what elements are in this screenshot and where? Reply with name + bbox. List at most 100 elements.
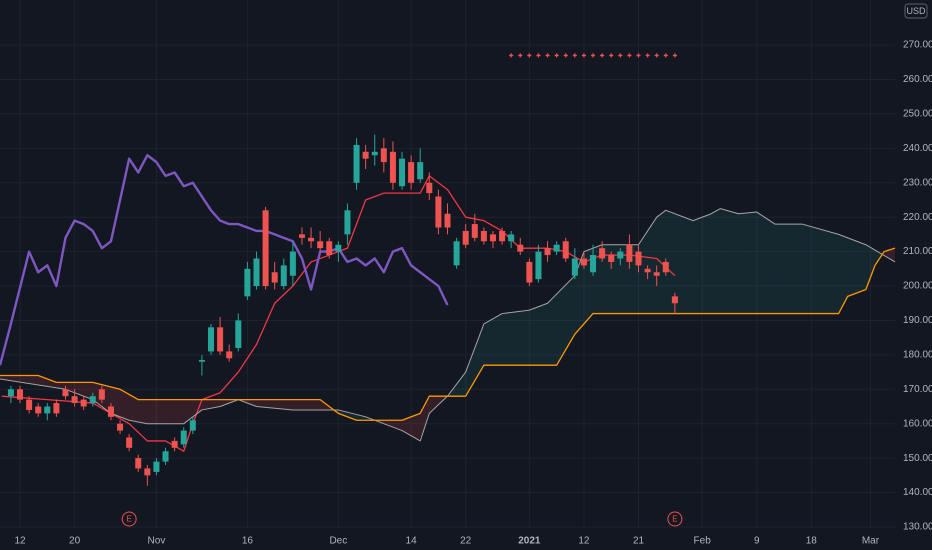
candle-body (435, 196, 442, 228)
candle-body (635, 251, 642, 266)
x-tick-label: 18 (806, 536, 818, 547)
candle-body (298, 234, 305, 238)
cloud-fill (850, 238, 855, 296)
cloud-fill (704, 214, 710, 314)
cloud-fill (450, 386, 455, 397)
event-marker (121, 511, 137, 527)
cloud-fill (673, 213, 678, 314)
cloud-fill (227, 399, 232, 404)
cloud-fill (677, 214, 683, 314)
cloud-fill (759, 213, 765, 314)
cloud-fill (654, 215, 660, 314)
cloud-fill (709, 212, 714, 314)
cloud-fill (409, 415, 414, 438)
cloud-fill (86, 382, 91, 399)
cloud-fill (682, 216, 687, 314)
y-tick-label: 210.00 (903, 246, 932, 257)
cloud-fill (300, 399, 305, 410)
cloud-fill (140, 399, 146, 424)
candle-body (353, 144, 360, 183)
candle-body (262, 210, 269, 287)
cloud-fill (436, 396, 442, 407)
cloud-fill (695, 217, 701, 314)
cloud-fill (136, 398, 141, 423)
cloud-fill (209, 399, 214, 409)
cloud-fill (181, 399, 187, 424)
cloud-fill (882, 250, 887, 258)
candle-body (408, 162, 415, 183)
cloud-fill (809, 226, 815, 314)
cloud-fill (404, 417, 410, 435)
candle-body (289, 251, 296, 276)
cloud-fill (804, 224, 810, 314)
cloud-fill (486, 319, 492, 366)
cloud-fill (532, 307, 537, 366)
candle-body (371, 151, 378, 156)
cloud-fill (31, 375, 37, 385)
candle-body (608, 255, 615, 262)
cloud-fill (122, 390, 128, 420)
candle-body (535, 251, 542, 280)
signal-marker (654, 53, 659, 58)
signal-marker (572, 53, 577, 58)
cloud-fill (291, 399, 296, 410)
cloud-fill (773, 222, 778, 314)
cloud-fill (518, 310, 523, 366)
cloud-fill (254, 399, 260, 407)
x-tick-label: 2021 (518, 536, 541, 547)
candle-body (508, 234, 515, 242)
signal-marker (527, 53, 532, 58)
candle-body (499, 230, 506, 242)
cloud-fill (72, 382, 78, 394)
candle-body (171, 440, 178, 448)
currency: USD (906, 6, 926, 16)
candle-body (280, 265, 287, 287)
candle-body (571, 258, 578, 276)
candle-body (362, 151, 369, 159)
candle-body (453, 241, 460, 266)
signal-marker (554, 53, 559, 58)
candle-body (517, 244, 524, 252)
candle-body (671, 296, 678, 304)
signal-marker (545, 53, 550, 58)
signal-marker (591, 53, 596, 58)
indicator-line (0, 154, 449, 366)
candle-body (135, 458, 142, 469)
event-label: E (126, 515, 131, 524)
cloud-fill (782, 224, 787, 314)
cloud-fill (886, 249, 892, 260)
candle-body (662, 261, 669, 273)
candle-body (653, 272, 660, 276)
cloud-fill (218, 399, 223, 407)
signal-marker (672, 53, 677, 58)
cloud-fill (504, 312, 510, 366)
candle-body (235, 320, 242, 348)
y-tick-label: 180.00 (903, 350, 932, 361)
signal-marker (581, 53, 586, 58)
cloud-fill (754, 212, 760, 314)
cloud-fill (559, 286, 564, 361)
cloud-fill (841, 235, 846, 309)
cloud-fill (868, 246, 874, 283)
cloud-fill (163, 399, 169, 424)
candle-body (399, 158, 406, 187)
x-tick-label: Nov (148, 536, 166, 547)
cloud-fill (527, 309, 533, 366)
cloud-fill (595, 245, 601, 314)
candle-body (17, 389, 24, 400)
cloud-fill (272, 399, 278, 409)
y-tick-label: 240.00 (903, 143, 932, 154)
cloud-fill (454, 380, 460, 397)
event-label: E (672, 515, 677, 524)
cloud-fill (145, 399, 151, 424)
cloud-fill (686, 218, 692, 314)
candle-body (326, 241, 333, 256)
cloud-fill (795, 224, 801, 314)
candle-body (180, 430, 187, 445)
cloud-fill (641, 233, 646, 314)
cloud-fill (541, 303, 546, 366)
cloud-fill (322, 401, 328, 410)
cloud-fill (818, 228, 824, 314)
